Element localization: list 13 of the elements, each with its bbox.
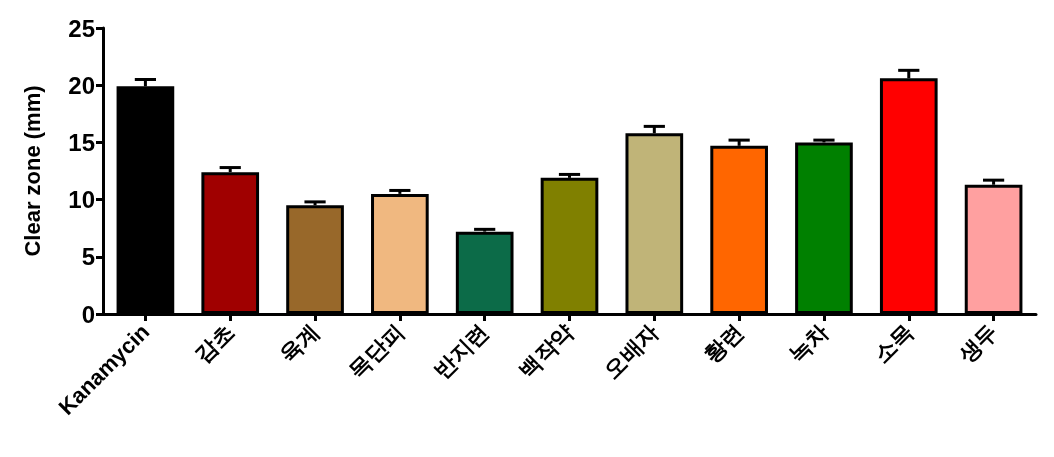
y-tick-label: 10 xyxy=(68,186,95,214)
y-axis-title: Clear zone (mm) xyxy=(19,85,45,257)
x-tick-label: 육계 xyxy=(275,319,324,368)
x-tick-label: 황련 xyxy=(699,319,748,368)
x-tick-label: 생두 xyxy=(952,319,1003,369)
y-tick-label: 20 xyxy=(68,71,95,99)
y-tick-label: 25 xyxy=(68,14,95,42)
x-tick-label: 녹차 xyxy=(784,319,833,368)
y-tick-label: 5 xyxy=(81,243,95,271)
x-tick-label: 소목 xyxy=(868,319,918,368)
y-tick-label: 0 xyxy=(81,300,95,328)
x-tick-label: 감초 xyxy=(190,319,240,368)
y-tick-label: 15 xyxy=(68,128,95,156)
